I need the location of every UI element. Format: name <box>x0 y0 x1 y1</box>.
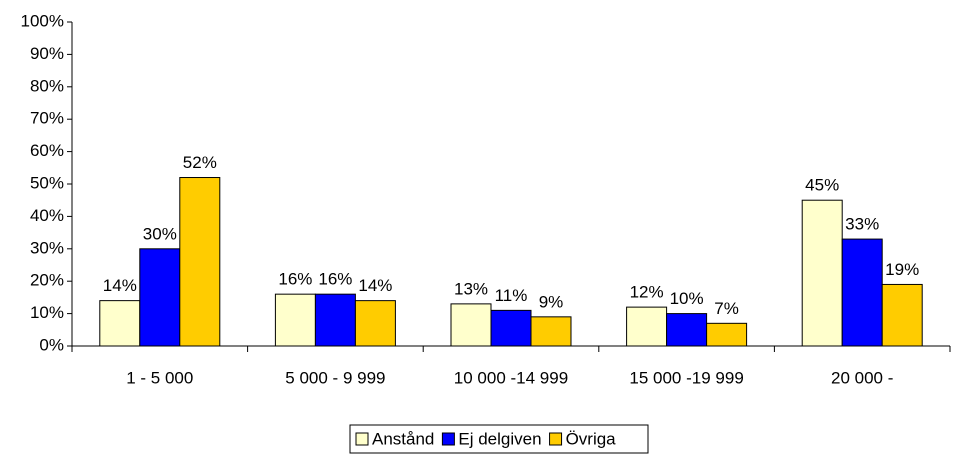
data-label: 14% <box>358 276 392 295</box>
bar <box>706 322 748 347</box>
data-label: 10% <box>670 289 704 308</box>
legend-swatch <box>549 432 563 446</box>
x-tick-label: 20 000 - <box>831 368 893 387</box>
y-tick-label: 60% <box>30 141 64 160</box>
bar <box>530 316 572 347</box>
bar <box>450 303 492 347</box>
y-tick-label: 70% <box>30 109 64 128</box>
legend-swatch <box>355 432 369 446</box>
data-label: 9% <box>539 292 564 311</box>
x-tick-label: 15 000 -19 999 <box>629 368 743 387</box>
legend-swatch <box>441 432 455 446</box>
legend-label: Övriga <box>566 429 617 448</box>
y-tick-label: 30% <box>30 238 64 257</box>
legend-label: Anstånd <box>372 429 434 448</box>
y-tick-label: 50% <box>30 173 64 192</box>
x-tick-label: 10 000 -14 999 <box>454 368 568 387</box>
bar <box>179 177 221 347</box>
bar <box>801 199 843 347</box>
legend-label: Ej delgiven <box>458 429 541 448</box>
data-label: 13% <box>454 279 488 298</box>
data-label: 33% <box>845 215 879 234</box>
data-label: 45% <box>805 176 839 195</box>
bar <box>274 293 316 347</box>
y-tick-label: 100% <box>21 11 64 30</box>
bar <box>314 293 356 347</box>
data-label: 12% <box>630 283 664 302</box>
x-tick-label: 1 - 5 000 <box>126 368 193 387</box>
data-label: 16% <box>318 270 352 289</box>
bar <box>99 300 141 347</box>
bar <box>881 283 923 347</box>
y-tick-label: 80% <box>30 76 64 95</box>
bar <box>490 309 532 347</box>
y-tick-label: 40% <box>30 206 64 225</box>
bar <box>139 248 181 347</box>
x-tick-label: 5 000 - 9 999 <box>285 368 385 387</box>
data-label: 16% <box>278 270 312 289</box>
data-label: 30% <box>143 224 177 243</box>
y-tick-label: 0% <box>39 335 64 354</box>
bar <box>626 306 668 347</box>
bar <box>841 238 883 347</box>
data-label: 52% <box>183 153 217 172</box>
data-label: 14% <box>103 276 137 295</box>
y-tick-label: 90% <box>30 44 64 63</box>
data-label: 11% <box>495 286 528 305</box>
data-label: 7% <box>714 299 739 318</box>
bar <box>666 313 708 347</box>
y-tick-label: 10% <box>30 303 64 322</box>
y-tick-label: 20% <box>30 271 64 290</box>
legend-box <box>349 424 649 454</box>
bar <box>354 300 396 347</box>
data-label: 19% <box>885 260 919 279</box>
